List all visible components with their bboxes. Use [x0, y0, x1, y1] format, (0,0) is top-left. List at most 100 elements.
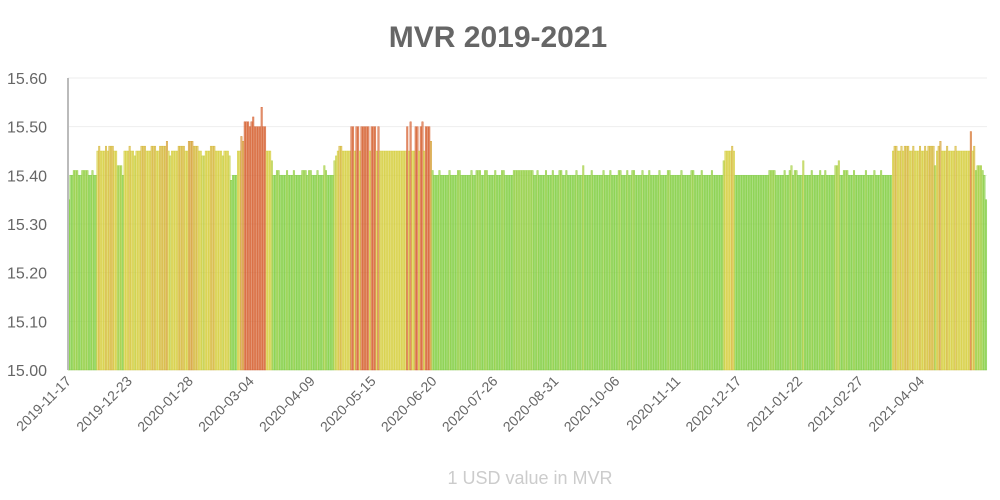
bar — [137, 150, 140, 371]
bar — [607, 175, 610, 371]
bar — [677, 175, 680, 371]
bar — [641, 170, 644, 371]
bar — [292, 170, 295, 371]
bar — [379, 150, 382, 371]
bar — [231, 175, 234, 371]
bar — [167, 150, 170, 371]
bar — [602, 170, 605, 371]
bar — [864, 170, 867, 371]
bar — [157, 150, 160, 371]
bar — [907, 145, 910, 371]
bar — [914, 150, 916, 371]
bar — [443, 175, 446, 371]
bar — [927, 145, 930, 371]
bar — [905, 145, 908, 371]
bar — [402, 150, 405, 371]
bar — [558, 170, 561, 371]
bar — [291, 175, 294, 371]
bar — [507, 175, 510, 371]
bar — [727, 150, 730, 371]
bar — [533, 175, 536, 371]
bar — [467, 175, 470, 371]
bar — [634, 175, 637, 371]
bar — [863, 175, 866, 371]
bar — [475, 170, 478, 371]
bar — [878, 175, 881, 371]
bar — [174, 150, 177, 371]
bar — [766, 175, 769, 371]
bar — [966, 150, 969, 371]
bar — [949, 150, 952, 371]
bar — [265, 150, 268, 371]
bar — [551, 170, 554, 371]
bar — [731, 145, 734, 371]
bar — [536, 170, 539, 371]
bar — [76, 170, 79, 371]
bar — [903, 145, 906, 371]
bar — [944, 150, 947, 371]
bar — [570, 175, 573, 371]
bar — [682, 175, 685, 371]
bar — [113, 150, 116, 371]
bar — [303, 170, 305, 371]
bar — [782, 175, 784, 371]
bar — [365, 126, 368, 371]
bar — [892, 150, 894, 371]
bar — [655, 175, 658, 371]
bar — [617, 170, 620, 371]
bar — [947, 150, 950, 371]
bar — [524, 170, 527, 371]
bar — [350, 126, 353, 371]
bar — [897, 150, 900, 371]
bar — [868, 175, 871, 371]
bar — [111, 145, 114, 371]
bar — [421, 121, 424, 371]
bar — [277, 170, 280, 371]
bar — [633, 170, 636, 371]
bar — [749, 175, 752, 371]
bar — [712, 175, 715, 371]
bar — [333, 160, 336, 371]
bar — [893, 145, 896, 371]
bar — [423, 150, 426, 371]
bar — [274, 175, 277, 371]
bar — [567, 175, 569, 371]
bar — [758, 175, 761, 371]
bar — [726, 150, 729, 371]
bar — [648, 170, 651, 371]
bar — [84, 170, 87, 371]
bar — [851, 175, 854, 371]
bar — [785, 175, 788, 371]
bar — [973, 145, 976, 371]
bar — [98, 145, 101, 371]
bar — [311, 175, 314, 371]
bar — [861, 175, 864, 371]
bar — [238, 150, 241, 371]
bar — [756, 175, 759, 371]
bar — [744, 175, 747, 371]
bar — [128, 145, 131, 371]
chart-title: MVR 2019-2021 — [389, 21, 607, 54]
bar — [653, 175, 656, 371]
bar — [798, 175, 801, 371]
bar — [490, 175, 493, 371]
bar — [597, 175, 600, 371]
bar — [143, 145, 146, 371]
bar — [638, 175, 641, 371]
bar — [787, 175, 790, 371]
bar — [886, 175, 889, 371]
bar — [832, 175, 835, 371]
bar — [895, 145, 898, 371]
bar — [870, 175, 872, 371]
bar — [836, 165, 839, 371]
bar — [622, 175, 625, 371]
x-axis-label: 1 USD value in MVR — [447, 468, 612, 488]
bar — [243, 121, 246, 371]
bar — [556, 175, 559, 371]
bar — [690, 170, 693, 371]
bar — [717, 175, 720, 371]
bar — [792, 175, 795, 371]
bar — [981, 170, 984, 371]
bar — [407, 150, 410, 371]
bar — [636, 175, 639, 371]
